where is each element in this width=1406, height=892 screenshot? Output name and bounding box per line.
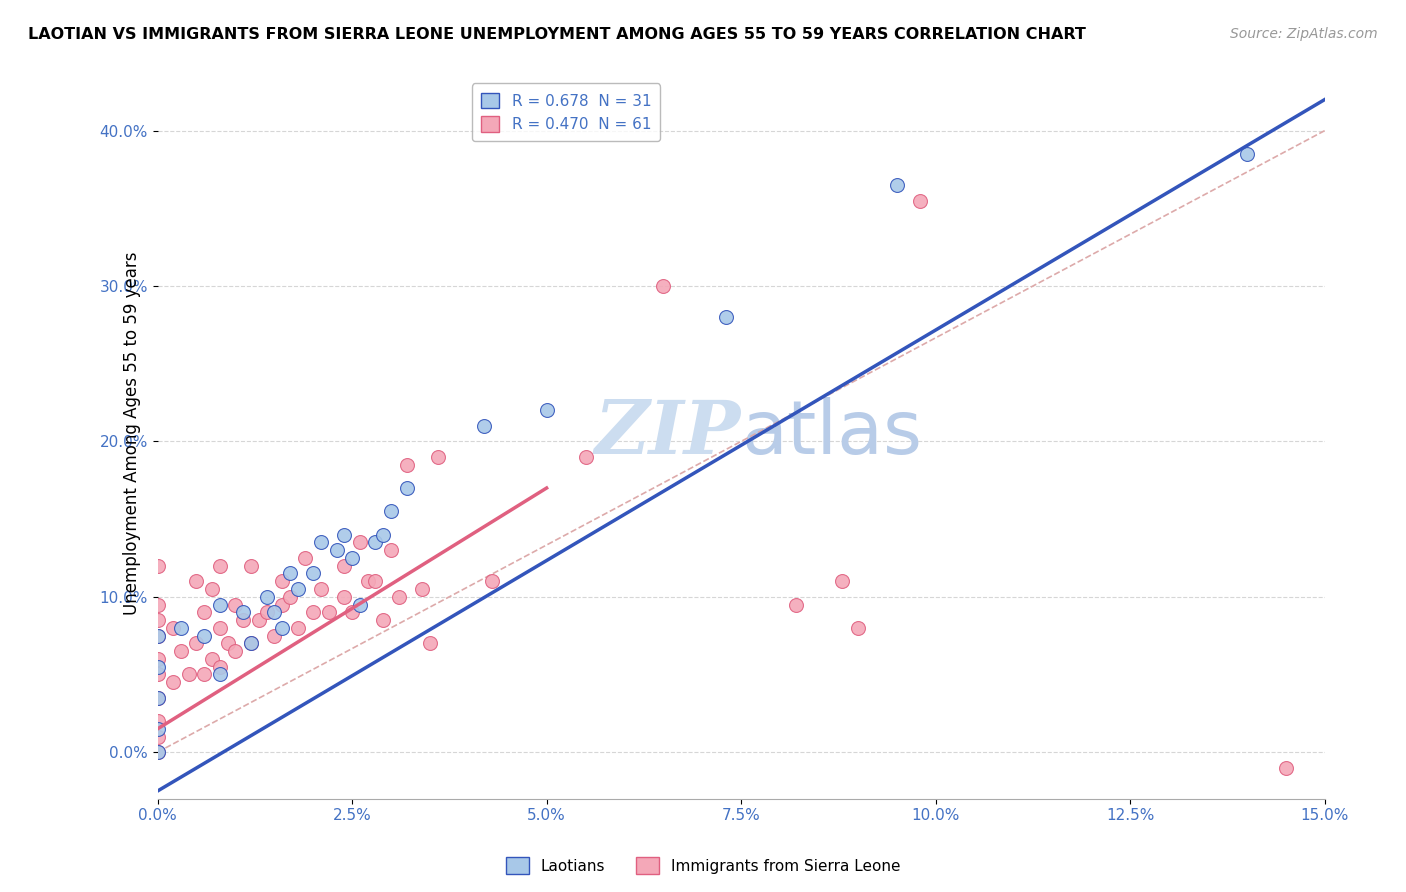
Y-axis label: Unemployment Among Ages 55 to 59 years: Unemployment Among Ages 55 to 59 years — [122, 252, 141, 615]
Point — [239, 558, 262, 573]
Point — [574, 450, 596, 464]
Legend: R = 0.678  N = 31, R = 0.470  N = 61: R = 0.678 N = 31, R = 0.470 N = 61 — [472, 84, 661, 142]
Point — [239, 636, 262, 650]
Point — [364, 535, 387, 549]
Point — [333, 590, 356, 604]
Point — [380, 504, 402, 518]
Point — [714, 310, 737, 325]
Point — [364, 574, 387, 589]
Point — [256, 590, 278, 604]
Point — [146, 690, 169, 705]
Point — [271, 574, 294, 589]
Point — [162, 675, 184, 690]
Point — [201, 652, 224, 666]
Point — [325, 543, 347, 558]
Point — [224, 644, 246, 658]
Point — [309, 535, 332, 549]
Point — [419, 636, 441, 650]
Text: atlas: atlas — [741, 397, 922, 470]
Point — [256, 605, 278, 619]
Point — [224, 598, 246, 612]
Point — [373, 527, 395, 541]
Point — [380, 543, 402, 558]
Point — [287, 621, 309, 635]
Point — [536, 403, 558, 417]
Point — [302, 605, 325, 619]
Point — [146, 613, 169, 627]
Point — [340, 550, 363, 565]
Point — [186, 574, 208, 589]
Point — [271, 598, 294, 612]
Point — [302, 566, 325, 581]
Point — [208, 621, 231, 635]
Point — [146, 558, 169, 573]
Point — [426, 450, 449, 464]
Point — [186, 636, 208, 650]
Point — [146, 714, 169, 728]
Text: ZIP: ZIP — [595, 398, 741, 470]
Point — [349, 535, 371, 549]
Point — [193, 605, 215, 619]
Point — [193, 667, 215, 681]
Point — [846, 621, 869, 635]
Point — [356, 574, 378, 589]
Point — [247, 613, 270, 627]
Point — [239, 636, 262, 650]
Point — [146, 745, 169, 759]
Point — [472, 418, 495, 433]
Point — [146, 652, 169, 666]
Point — [208, 558, 231, 573]
Point — [349, 598, 371, 612]
Point — [170, 621, 193, 635]
Point — [652, 279, 675, 293]
Point — [278, 566, 301, 581]
Point — [395, 481, 418, 495]
Point — [287, 582, 309, 596]
Point — [340, 605, 363, 619]
Point — [1236, 147, 1258, 161]
Point — [146, 659, 169, 673]
Point — [146, 667, 169, 681]
Point — [481, 574, 503, 589]
Point — [232, 605, 254, 619]
Point — [271, 621, 294, 635]
Legend: Laotians, Immigrants from Sierra Leone: Laotians, Immigrants from Sierra Leone — [499, 851, 907, 880]
Point — [146, 598, 169, 612]
Point — [232, 613, 254, 627]
Text: Source: ZipAtlas.com: Source: ZipAtlas.com — [1230, 27, 1378, 41]
Point — [263, 629, 285, 643]
Point — [208, 659, 231, 673]
Point — [201, 582, 224, 596]
Point — [146, 730, 169, 744]
Point — [146, 629, 169, 643]
Point — [278, 590, 301, 604]
Point — [170, 644, 193, 658]
Point — [309, 582, 332, 596]
Point — [373, 613, 395, 627]
Point — [886, 178, 908, 192]
Point — [208, 667, 231, 681]
Point — [395, 458, 418, 472]
Point — [831, 574, 853, 589]
Point — [333, 558, 356, 573]
Point — [318, 605, 340, 619]
Text: LAOTIAN VS IMMIGRANTS FROM SIERRA LEONE UNEMPLOYMENT AMONG AGES 55 TO 59 YEARS C: LAOTIAN VS IMMIGRANTS FROM SIERRA LEONE … — [28, 27, 1085, 42]
Point — [193, 629, 215, 643]
Point — [411, 582, 433, 596]
Point — [333, 527, 356, 541]
Point — [146, 745, 169, 759]
Point — [146, 629, 169, 643]
Point — [146, 722, 169, 736]
Point — [294, 550, 316, 565]
Point — [177, 667, 200, 681]
Point — [263, 605, 285, 619]
Point — [217, 636, 239, 650]
Point — [388, 590, 411, 604]
Point — [146, 690, 169, 705]
Point — [785, 598, 807, 612]
Point — [1274, 761, 1296, 775]
Point — [908, 194, 931, 208]
Point — [162, 621, 184, 635]
Point — [208, 598, 231, 612]
